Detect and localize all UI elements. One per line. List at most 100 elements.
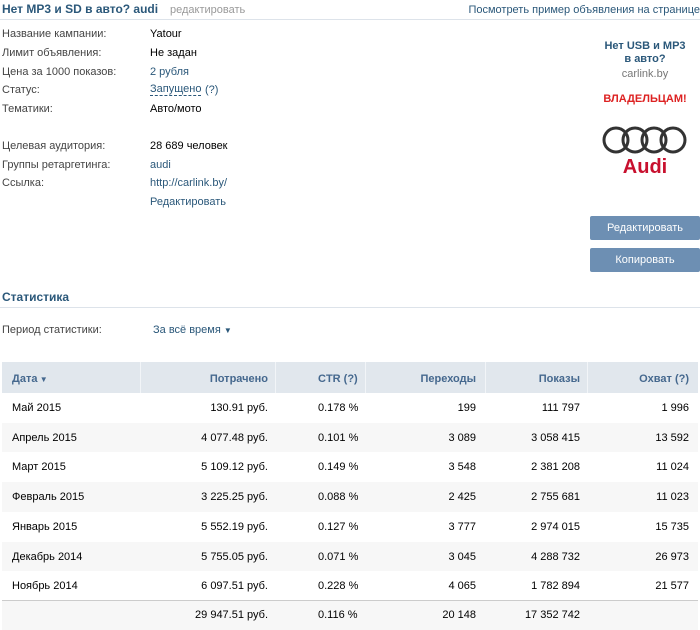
field-value[interactable]: http://carlink.by/ xyxy=(150,177,228,189)
table-header: Дата ▼ Потрачено CTR (?) Переходы Показы Охва… xyxy=(2,362,698,397)
table-cell: Апрель 2015 xyxy=(12,431,77,444)
column-header[interactable]: Дата ▼ xyxy=(12,373,48,385)
totals-row: 29 947.51 руб. 0.116 % 20 148 17 352 742 xyxy=(2,600,698,630)
divider xyxy=(0,307,700,308)
table-cell: Январь 2015 xyxy=(12,520,78,533)
field-label: Статус: xyxy=(2,84,40,96)
table-row: Январь 2015 5 552.19 руб. 0.127 % 3 777 2 97… xyxy=(2,511,698,542)
field-label: Целевая аудитория: xyxy=(2,140,106,152)
table-row: Март 2015 5 109.12 руб. 0.149 % 3 548 2 381 … xyxy=(2,452,698,483)
table-cell: 0.149 % xyxy=(318,461,359,474)
table-row: Апрель 2015 4 077.48 руб. 0.101 % 3 089 3 05… xyxy=(2,422,698,453)
total-cell: 0.116 % xyxy=(318,609,358,621)
column-separator xyxy=(365,362,366,396)
table-cell: Ноябрь 2014 xyxy=(12,580,78,593)
table-cell: 5 109.12 руб. xyxy=(201,461,268,474)
table-cell: 6 097.51 руб. xyxy=(201,580,268,593)
table-cell: 111 797 xyxy=(541,402,580,414)
field-value: Авто/мото xyxy=(150,103,202,115)
column-header[interactable]: Охват (?) xyxy=(639,373,689,385)
table-cell: 4 077.48 руб. xyxy=(201,431,268,444)
ad-text: ВЛАДЕЛЬЦАМ! xyxy=(603,93,687,105)
table-cell: 21 577 xyxy=(655,580,689,593)
field-value[interactable]: Запущено xyxy=(150,83,202,96)
edit-button[interactable]: Редактировать xyxy=(590,216,700,240)
table-row: Февраль 2015 3 225.25 руб. 0.088 % 2 425 2 7… xyxy=(2,482,698,513)
field-label: Группы ретаргетинга: xyxy=(2,159,111,171)
column-header[interactable]: Показы xyxy=(538,373,580,385)
divider xyxy=(0,19,700,20)
field-hint[interactable]: (?) xyxy=(205,84,219,96)
table-cell: 3 777 xyxy=(448,520,476,533)
field-label: Название кампании: xyxy=(2,28,107,40)
fields-edit[interactable]: Редактировать xyxy=(150,196,226,208)
table-cell: 5 755.05 руб. xyxy=(201,550,268,563)
ad-image: Audi xyxy=(602,126,687,178)
table-cell: 26 973 xyxy=(655,550,689,563)
table-cell: 0.178 % xyxy=(318,402,359,414)
table-cell: 0.228 % xyxy=(318,580,359,593)
column-header[interactable]: Переходы xyxy=(420,373,476,385)
column-header[interactable]: Потрачено xyxy=(209,373,268,385)
table-cell: 0.101 % xyxy=(318,431,359,444)
field-value[interactable]: audi xyxy=(150,159,171,171)
table-cell: 2 974 015 xyxy=(531,520,580,533)
column-separator xyxy=(485,362,486,396)
table-row: Ноябрь 2014 6 097.51 руб. 0.228 % 4 065 1 78… xyxy=(2,571,698,602)
table-cell: 0.088 % xyxy=(318,491,359,504)
table-cell: 11 024 xyxy=(656,461,689,474)
table-cell: 3 225.25 руб. xyxy=(201,491,268,504)
preview-link[interactable]: Посмотреть пример объявления на странице xyxy=(468,4,700,16)
table-cell: Март 2015 xyxy=(12,461,66,474)
table-cell: 2 755 681 xyxy=(531,491,580,504)
table-cell: 3 089 xyxy=(448,431,476,444)
table-cell: 5 552.19 руб. xyxy=(201,520,268,533)
column-header[interactable]: CTR (?) xyxy=(318,373,358,385)
column-separator xyxy=(587,362,588,396)
field-value: Не задан xyxy=(150,47,197,59)
field-label: Лимит объявления: xyxy=(2,47,102,59)
table-row: Декабрь 2014 5 755.05 руб. 0.071 % 3 045 4 2… xyxy=(2,541,698,572)
table-cell: 1 782 894 xyxy=(531,580,580,593)
copy-button[interactable]: Копировать xyxy=(590,248,700,272)
period-select[interactable]: За всё время ▼ xyxy=(153,324,232,336)
field-label: Ссылка: xyxy=(2,177,44,189)
field-label: Цена за 1000 показов: xyxy=(2,66,117,78)
sort-arrow: ▼ xyxy=(37,375,48,384)
ad-title: Нет MP3 и SD в авто? audi xyxy=(2,2,159,16)
table-cell: Май 2015 xyxy=(12,402,62,414)
ad-domain: carlink.by xyxy=(621,68,669,80)
table-cell: 2 425 xyxy=(448,491,476,504)
table-cell: 0.127 % xyxy=(318,520,359,533)
table-cell: 11 023 xyxy=(656,491,689,504)
period-label: Период статистики: xyxy=(2,324,102,336)
field-value[interactable]: 2 рубля xyxy=(150,66,189,78)
table-cell: 3 548 xyxy=(448,461,476,474)
field-value: Yatour xyxy=(150,28,182,40)
edit-link[interactable]: редактировать xyxy=(170,4,246,16)
table-cell: 130.91 руб. xyxy=(210,402,268,414)
total-cell: 29 947.51 руб. xyxy=(195,609,268,621)
table-cell: 199 xyxy=(457,402,476,414)
table-cell: 3 058 415 xyxy=(531,431,580,444)
table-cell: 0.071 % xyxy=(318,550,359,563)
table-cell: 15 735 xyxy=(655,520,689,533)
column-separator xyxy=(275,362,276,396)
stats-title: Статистика xyxy=(2,290,70,304)
period-value: За всё время xyxy=(153,324,221,336)
table-row: Май 2015 130.91 руб. 0.178 % 199 111 797 1 99… xyxy=(2,393,698,423)
table-cell: 3 045 xyxy=(448,550,476,563)
table-cell: 13 592 xyxy=(655,431,689,444)
table-cell: 4 288 732 xyxy=(531,550,580,563)
field-label: Тематики: xyxy=(2,103,53,115)
logo-text: Audi xyxy=(623,156,667,178)
column-separator xyxy=(140,362,141,396)
table-cell: 4 065 xyxy=(448,580,476,593)
total-cell: 20 148 xyxy=(442,609,476,621)
table-cell: 1 996 xyxy=(661,402,689,414)
table-cell: 2 381 208 xyxy=(531,461,580,474)
ad-preview-title[interactable]: Нет USB и MP3 в авто? xyxy=(604,40,686,65)
table-cell: Февраль 2015 xyxy=(12,491,85,504)
field-value: 28 689 человек xyxy=(150,140,228,152)
